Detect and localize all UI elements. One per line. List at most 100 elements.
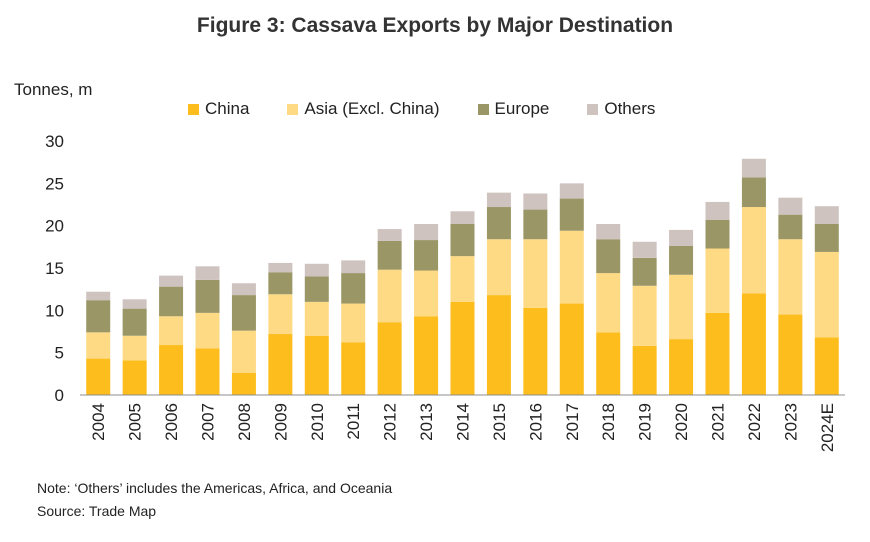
y-tick-label-25: 25	[45, 174, 64, 193]
bar-2015-europe	[486, 207, 511, 240]
bar-2022-europe	[741, 177, 766, 208]
bar-2016-others	[523, 193, 548, 210]
y-tick-label-0: 0	[55, 386, 64, 405]
bar-2013-others	[414, 223, 439, 241]
legend-label-asia: Asia (Excl. China)	[304, 99, 440, 118]
chart-note: Note: ‘Others’ includes the Americas, Af…	[37, 480, 393, 496]
legend: China Asia (Excl. China) Europe Others	[188, 99, 655, 119]
bar-2013-china	[414, 316, 439, 395]
bar-2011-others	[341, 260, 366, 274]
bar-2017-asia-excl-china-	[559, 230, 584, 304]
x-tick-label-2013: 2013	[417, 403, 436, 441]
bar-2017-china	[559, 303, 584, 395]
bar-2015-asia-excl-china-	[486, 239, 511, 296]
x-tick-label-2017: 2017	[563, 403, 582, 441]
bar-2011-china	[341, 342, 366, 395]
bar-2022-china	[741, 293, 766, 395]
bar-2023-others	[778, 197, 803, 215]
bar-2012-europe	[377, 240, 402, 270]
bar-2014-others	[450, 211, 475, 224]
x-tick-label-2020: 2020	[672, 403, 691, 441]
bar-2005-others	[122, 299, 147, 309]
bar-2006-europe	[159, 286, 184, 317]
y-tick-label-10: 10	[45, 301, 64, 320]
bar-2024E-others	[814, 206, 839, 224]
bar-2023-europe	[778, 214, 803, 240]
bar-2018-asia-excl-china-	[596, 273, 621, 333]
x-tick-label-2009: 2009	[271, 403, 290, 441]
bar-2016-china	[523, 307, 548, 395]
bar-2005-asia-excl-china-	[122, 335, 147, 361]
bar-2012-asia-excl-china-	[377, 269, 402, 323]
y-tick-label-15: 15	[45, 259, 64, 278]
bar-2018-others	[596, 223, 621, 240]
x-tick-label-2006: 2006	[162, 403, 181, 441]
bar-2022-asia-excl-china-	[741, 207, 766, 294]
bar-2018-europe	[596, 239, 621, 274]
bar-2023-china	[778, 314, 803, 395]
bar-2004-asia-excl-china-	[86, 332, 111, 359]
bar-2005-china	[122, 360, 147, 395]
x-tick-label-2015: 2015	[490, 403, 509, 441]
bar-2008-asia-excl-china-	[231, 330, 256, 373]
bar-2022-others	[741, 158, 766, 178]
bar-2011-europe	[341, 273, 366, 304]
bar-2024E-china	[814, 337, 839, 395]
legend-item-others: Others	[587, 99, 655, 119]
bar-2006-asia-excl-china-	[159, 316, 184, 346]
x-tick-label-2007: 2007	[199, 403, 218, 441]
bar-2017-others	[559, 183, 584, 199]
bar-2013-asia-excl-china-	[414, 270, 439, 317]
bar-2024E-asia-excl-china-	[814, 251, 839, 338]
bar-2020-others	[669, 229, 694, 246]
x-tick-label-2004: 2004	[89, 403, 108, 441]
y-axis-unit-label: Tonnes, m	[14, 80, 93, 99]
bar-2009-europe	[268, 272, 293, 295]
bar-2023-asia-excl-china-	[778, 239, 803, 315]
legend-item-asia: Asia (Excl. China)	[287, 99, 440, 119]
bar-2014-asia-excl-china-	[450, 256, 475, 302]
bar-2014-europe	[450, 223, 475, 257]
x-tick-label-2014: 2014	[454, 403, 473, 441]
bar-2010-asia-excl-china-	[304, 301, 329, 336]
bar-2020-china	[669, 339, 694, 395]
bar-2020-asia-excl-china-	[669, 274, 694, 340]
y-tick-label-5: 5	[55, 344, 64, 363]
bar-2015-others	[486, 192, 511, 208]
bar-2012-others	[377, 229, 402, 241]
bar-2009-asia-excl-china-	[268, 294, 293, 335]
bar-2006-china	[159, 345, 184, 395]
x-tick-label-2005: 2005	[126, 403, 145, 441]
bar-2007-asia-excl-china-	[195, 312, 220, 349]
bar-2019-china	[632, 345, 657, 395]
x-tick-label-2024E: 2024E	[818, 403, 837, 452]
bar-2008-china	[231, 372, 256, 395]
bar-2010-europe	[304, 276, 329, 302]
legend-swatch-europe	[477, 103, 489, 115]
bar-2021-others	[705, 201, 730, 220]
bar-2019-europe	[632, 257, 657, 286]
chart-title: Figure 3: Cassava Exports by Major Desti…	[196, 14, 674, 37]
bar-2005-europe	[122, 308, 147, 336]
x-tick-label-2023: 2023	[781, 403, 800, 441]
x-tick-label-2022: 2022	[745, 403, 764, 441]
x-tick-label-2018: 2018	[599, 403, 618, 441]
bar-2009-others	[268, 262, 293, 273]
legend-item-europe: Europe	[477, 99, 549, 119]
bar-2004-china	[86, 358, 111, 395]
bar-2010-others	[304, 263, 329, 277]
bar-2011-asia-excl-china-	[341, 303, 366, 343]
x-tick-label-2008: 2008	[235, 403, 254, 441]
bar-2020-europe	[669, 245, 694, 275]
bar-2004-europe	[86, 300, 111, 333]
legend-swatch-china	[188, 103, 199, 115]
legend-swatch-others	[587, 103, 599, 115]
legend-label-china: China	[205, 99, 250, 118]
bar-2013-europe	[414, 240, 439, 271]
bar-2021-china	[705, 312, 730, 395]
bar-2008-others	[231, 283, 256, 296]
bar-2019-others	[632, 241, 657, 258]
bar-2007-europe	[195, 279, 220, 313]
bar-2016-europe	[523, 209, 548, 240]
